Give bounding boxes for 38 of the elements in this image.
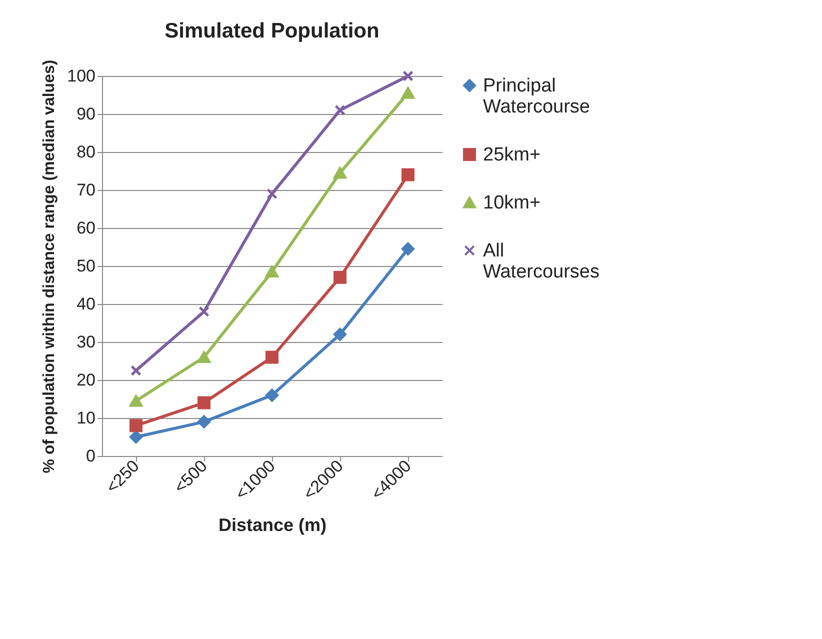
point: [334, 167, 346, 179]
y-tick-label: 30: [76, 332, 96, 352]
y-tick-label: 70: [76, 180, 96, 200]
point: [334, 270, 346, 284]
y-tick-label: 100: [67, 66, 96, 86]
point: [266, 388, 278, 402]
y-tick-label: 0: [86, 446, 96, 466]
x-axis-title: Distance (m): [218, 514, 327, 535]
point: [266, 350, 278, 364]
y-tick-label: 50: [76, 256, 96, 276]
point: [334, 328, 346, 341]
point: [198, 415, 210, 428]
legend-label: Principal Watercourse: [483, 76, 590, 118]
point: [198, 306, 210, 318]
point: [402, 87, 414, 99]
y-tick-label: 40: [76, 294, 96, 314]
point: [130, 395, 142, 407]
y-tick-label: 80: [76, 142, 96, 162]
point: [130, 430, 142, 444]
y-tick-label: 90: [76, 104, 96, 124]
point: [266, 188, 278, 200]
legend-label: 10km+: [483, 192, 541, 214]
point: [198, 351, 210, 363]
legend-label: 25km+: [483, 144, 541, 166]
y-axis-title: % of population within distance range (median values): [41, 60, 58, 474]
legend-label: All Watercourses: [483, 240, 600, 282]
point: [198, 396, 210, 410]
y-tick-label: 20: [76, 370, 96, 390]
point: [130, 419, 142, 432]
y-tick-label: 60: [76, 218, 96, 238]
point: [266, 266, 278, 278]
point: [130, 365, 142, 376]
chart-title: Simulated Population: [164, 19, 380, 42]
point: [402, 70, 414, 82]
point: [402, 168, 414, 182]
point: [402, 242, 414, 256]
y-tick-label: 10: [76, 408, 96, 428]
point: [334, 104, 346, 116]
